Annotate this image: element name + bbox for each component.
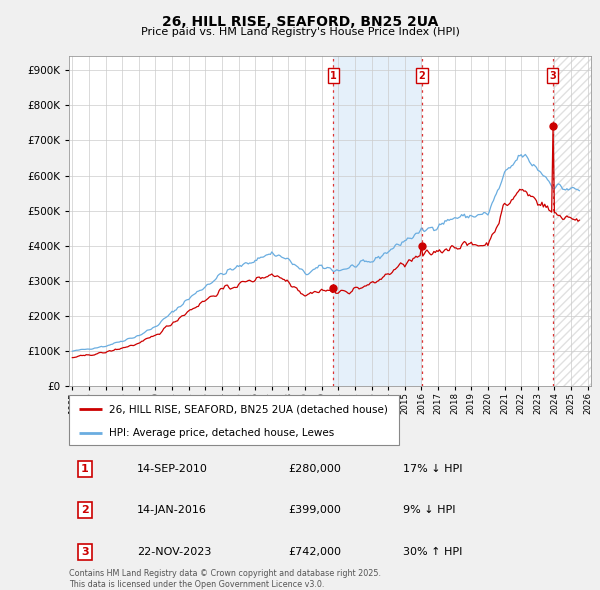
- Text: 26, HILL RISE, SEAFORD, BN25 2UA: 26, HILL RISE, SEAFORD, BN25 2UA: [162, 15, 438, 29]
- Text: £742,000: £742,000: [288, 547, 341, 556]
- Text: 17% ↓ HPI: 17% ↓ HPI: [403, 464, 463, 474]
- Text: 3: 3: [81, 547, 88, 556]
- Text: 9% ↓ HPI: 9% ↓ HPI: [403, 506, 455, 515]
- Text: 2: 2: [419, 71, 425, 81]
- Text: HPI: Average price, detached house, Lewes: HPI: Average price, detached house, Lewe…: [109, 428, 334, 438]
- Text: 14-SEP-2010: 14-SEP-2010: [137, 464, 208, 474]
- Text: 1: 1: [81, 464, 89, 474]
- Text: 22-NOV-2023: 22-NOV-2023: [137, 547, 211, 556]
- Text: 1: 1: [330, 71, 337, 81]
- Bar: [334, 56, 422, 386]
- Text: £280,000: £280,000: [288, 464, 341, 474]
- FancyBboxPatch shape: [69, 395, 399, 445]
- Text: Contains HM Land Registry data © Crown copyright and database right 2025.
This d: Contains HM Land Registry data © Crown c…: [69, 569, 381, 589]
- Bar: [553, 56, 591, 386]
- Text: Price paid vs. HM Land Registry's House Price Index (HPI): Price paid vs. HM Land Registry's House …: [140, 27, 460, 37]
- Text: £399,000: £399,000: [288, 506, 341, 515]
- Bar: [553, 56, 591, 386]
- Text: 26, HILL RISE, SEAFORD, BN25 2UA (detached house): 26, HILL RISE, SEAFORD, BN25 2UA (detach…: [109, 404, 388, 414]
- Text: 14-JAN-2016: 14-JAN-2016: [137, 506, 207, 515]
- Text: 2: 2: [81, 506, 89, 515]
- Text: 30% ↑ HPI: 30% ↑ HPI: [403, 547, 463, 556]
- Text: 3: 3: [549, 71, 556, 81]
